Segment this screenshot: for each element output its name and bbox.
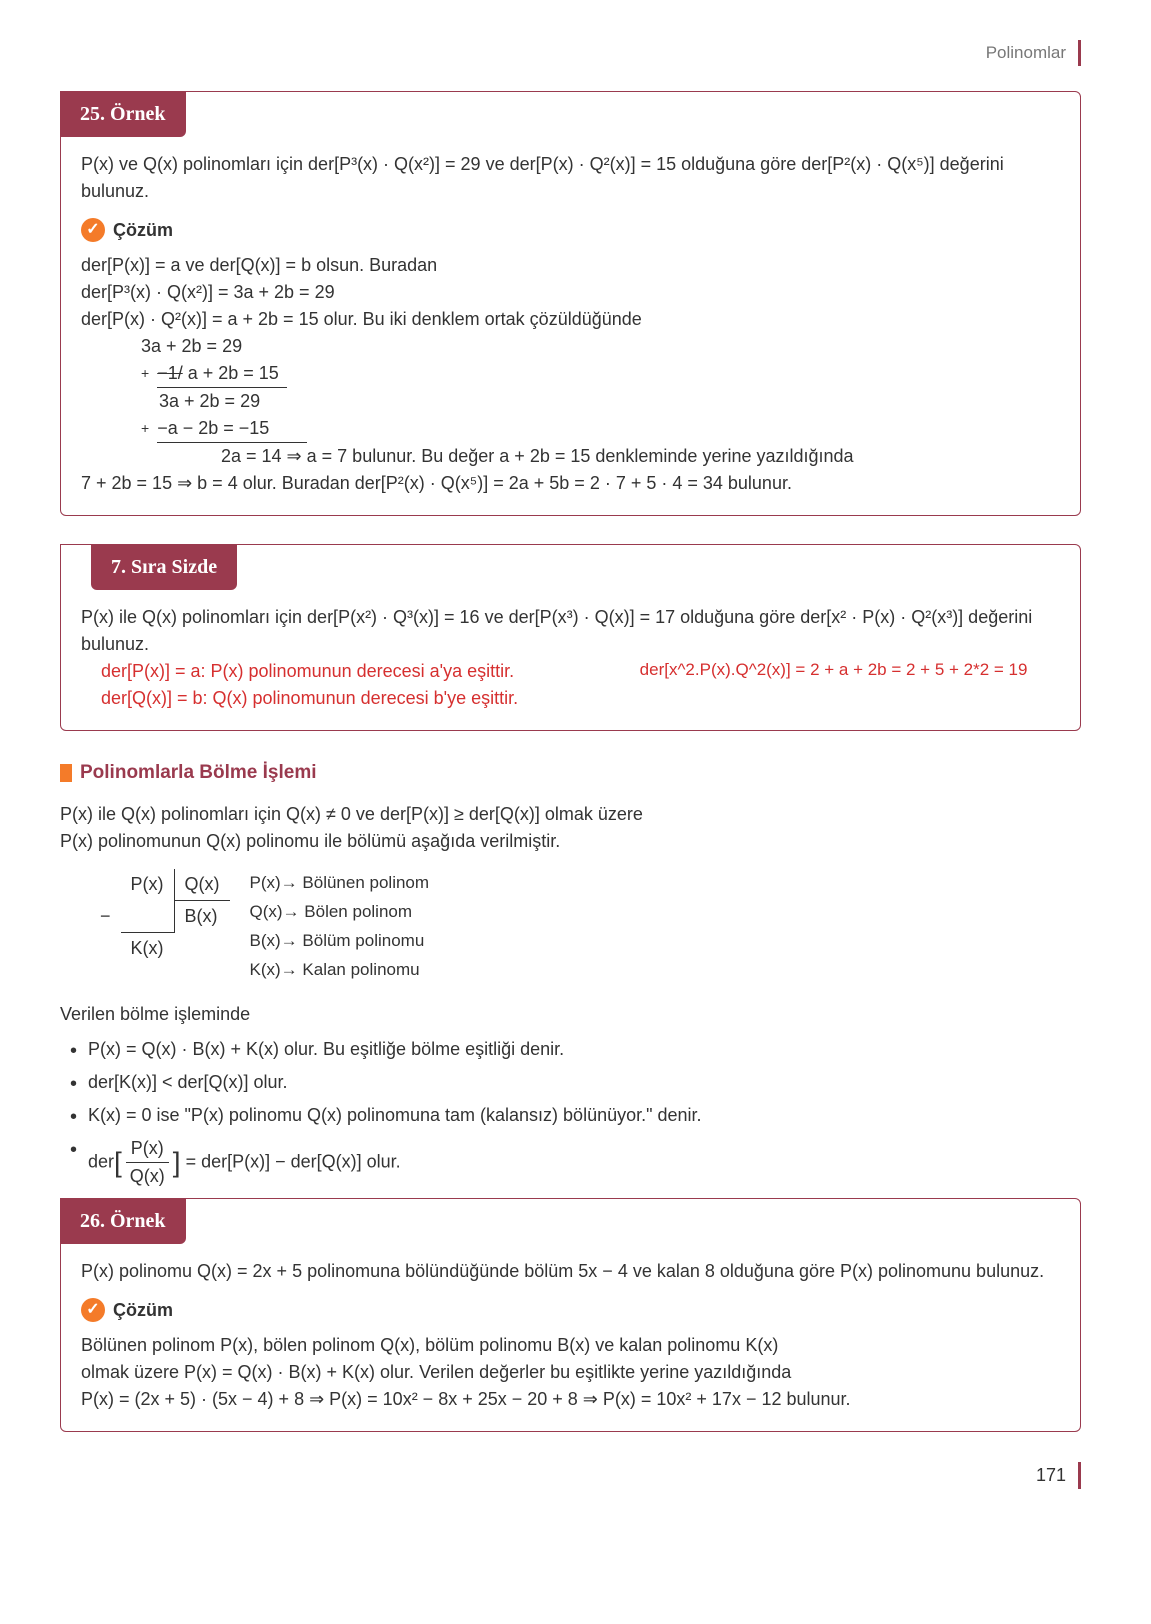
equation-block: 3a + 2b = 29 + −1/ a + 2b = 15 3a + 2b =… xyxy=(141,333,1060,470)
example-25-tab: 25. Örnek xyxy=(60,91,186,137)
eq-4-row: + −a − 2b = −15 xyxy=(141,415,1060,443)
section-marker-icon xyxy=(60,764,72,782)
sol26-line-3: P(x) = (2x + 5) · (5x − 4) + 8 ⇒ P(x) = … xyxy=(81,1386,1060,1413)
page-number: 171 xyxy=(60,1462,1081,1489)
lbl-b: B(x)→ Bölüm polinomu xyxy=(250,927,430,956)
division-labels: P(x)→ Bölünen polinom Q(x)→ Bölen polino… xyxy=(250,869,430,985)
lbl-k: K(x)→ Kalan polinomu xyxy=(250,956,430,985)
sira-annotation-1: der[P(x)] = a: P(x) polinomunun derecesi… xyxy=(101,658,610,685)
bullet4-post: = der[P(x)] − der[Q(x)] olur. xyxy=(181,1151,401,1171)
bullet4-den: Q(x) xyxy=(126,1163,169,1190)
eq-1: 3a + 2b = 29 xyxy=(141,333,1060,360)
example-25-box: 25. Örnek P(x) ve Q(x) polinomları için … xyxy=(60,91,1081,516)
div-bx: B(x) xyxy=(174,901,230,933)
check-icon: ✓ xyxy=(81,218,105,242)
solution-heading-26: ✓ Çözüm xyxy=(81,1297,1060,1324)
sol26-line-2: olmak üzere P(x) = Q(x) · B(x) + K(x) ol… xyxy=(81,1359,1060,1386)
sira-annotation-right: der[x^2.P(x).Q^2(x)] = 2 + a + 2b = 2 + … xyxy=(640,658,1060,712)
example-26-problem: P(x) polinomu Q(x) = 2x + 5 polinomuna b… xyxy=(81,1258,1060,1285)
example-26-tab: 26. Örnek xyxy=(60,1198,186,1244)
sira-7-box: 7. Sıra Sizde P(x) ile Q(x) polinomları … xyxy=(60,544,1081,731)
solution-label-text-26: Çözüm xyxy=(113,1297,173,1324)
lbl-p: P(x)→ Bölünen polinom xyxy=(250,869,430,898)
eq2-coef: −1/ xyxy=(157,363,183,383)
bullet4-num: P(x) xyxy=(126,1135,169,1163)
div-qx: Q(x) xyxy=(174,869,230,901)
sol26-line-1: Bölünen polinom P(x), bölen polinom Q(x)… xyxy=(81,1332,1060,1359)
bullet-list: P(x) = Q(x) · B(x) + K(x) olur. Bu eşitl… xyxy=(60,1036,1081,1190)
bullet-3: K(x) = 0 ise "P(x) polinomu Q(x) polinom… xyxy=(60,1102,1081,1129)
example-26-box: 26. Örnek P(x) polinomu Q(x) = 2x + 5 po… xyxy=(60,1198,1081,1432)
result-2: 7 + 2b = 15 ⇒ b = 4 olur. Buradan der[P²… xyxy=(81,470,1060,497)
sira-7-tab: 7. Sıra Sizde xyxy=(91,544,237,590)
section-intro-1: P(x) ile Q(x) polinomları için Q(x) ≠ 0 … xyxy=(60,801,1081,828)
section-intro-2: P(x) polinomunun Q(x) polinomu ile bölüm… xyxy=(60,828,1081,855)
eq-2: a + 2b = 15 xyxy=(183,363,279,383)
page-number-value: 171 xyxy=(1036,1465,1066,1485)
solution-label-text: Çözüm xyxy=(113,217,173,244)
plus-icon: + xyxy=(141,363,149,384)
chapter-header: Polinomlar xyxy=(60,40,1081,66)
check-icon: ✓ xyxy=(81,1298,105,1322)
eq-3: 3a + 2b = 29 xyxy=(159,388,1060,415)
div-kx: K(x) xyxy=(121,932,175,964)
section-title-text: Polinomlarla Bölme İşlemi xyxy=(80,759,317,788)
chapter-title: Polinomlar xyxy=(986,43,1066,62)
lbl-q: Q(x)→ Bölen polinom xyxy=(250,898,430,927)
sol-line-1: der[P(x)] = a ve der[Q(x)] = b olsun. Bu… xyxy=(81,252,1060,279)
bullet-2: der[K(x)] < der[Q(x)] olur. xyxy=(60,1069,1081,1096)
sira-annotation-2: der[Q(x)] = b: Q(x) polinomunun derecesi… xyxy=(101,685,610,712)
sol-line-3: der[P(x) · Q²(x)] = a + 2b = 15 olur. Bu… xyxy=(81,306,1060,333)
solution-heading: ✓ Çözüm xyxy=(81,217,1060,244)
eq-4: −a − 2b = −15 xyxy=(157,418,269,438)
plus-icon: + xyxy=(141,418,149,439)
example-25-problem: P(x) ve Q(x) polinomları için der[P³(x) … xyxy=(81,151,1060,205)
section-lead: Verilen bölme işleminde xyxy=(60,1001,1081,1028)
div-px: P(x) xyxy=(121,869,175,901)
bullet-1: P(x) = Q(x) · B(x) + K(x) olur. Bu eşitl… xyxy=(60,1036,1081,1063)
sol-line-2: der[P³(x) · Q(x²)] = 3a + 2b = 29 xyxy=(81,279,1060,306)
bullet4-pre: der xyxy=(88,1151,114,1171)
result-1: 2a = 14 ⇒ a = 7 bulunur. Bu değer a + 2b… xyxy=(221,443,1060,470)
section-heading: Polinomlarla Bölme İşlemi xyxy=(60,759,1081,788)
sira-7-problem: P(x) ile Q(x) polinomları için der[P(x²)… xyxy=(81,604,1060,658)
division-diagram: P(x) Q(x) − B(x) K(x) P(x)→ Bölünen poli… xyxy=(90,869,1081,985)
eq-2-row: + −1/ a + 2b = 15 xyxy=(141,360,1060,388)
division-table: P(x) Q(x) − B(x) K(x) xyxy=(90,869,230,964)
bullet-4: der[P(x)Q(x)] = der[P(x)] − der[Q(x)] ol… xyxy=(60,1135,1081,1190)
